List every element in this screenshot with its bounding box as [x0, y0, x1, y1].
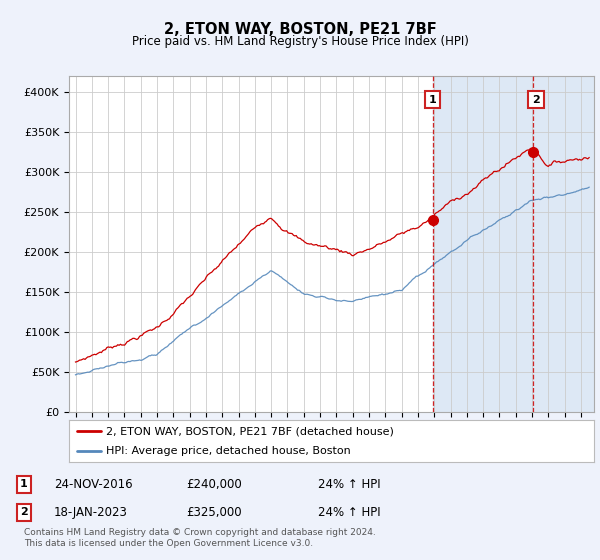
Text: 18-JAN-2023: 18-JAN-2023: [54, 506, 128, 519]
Bar: [533, 76, 597, 412]
Text: £240,000: £240,000: [186, 478, 242, 491]
Text: 24-NOV-2016: 24-NOV-2016: [54, 478, 133, 491]
Text: Contains HM Land Registry data © Crown copyright and database right 2024.
This d: Contains HM Land Registry data © Crown c…: [24, 528, 376, 548]
Text: 2, ETON WAY, BOSTON, PE21 7BF: 2, ETON WAY, BOSTON, PE21 7BF: [164, 22, 436, 38]
Bar: [433, 76, 533, 412]
Text: 1: 1: [20, 479, 28, 489]
Text: 24% ↑ HPI: 24% ↑ HPI: [318, 478, 380, 491]
Text: 2: 2: [532, 95, 540, 105]
Text: Price paid vs. HM Land Registry's House Price Index (HPI): Price paid vs. HM Land Registry's House …: [131, 35, 469, 48]
Text: 2: 2: [20, 507, 28, 517]
Text: 24% ↑ HPI: 24% ↑ HPI: [318, 506, 380, 519]
Text: 1: 1: [429, 95, 436, 105]
Text: 2, ETON WAY, BOSTON, PE21 7BF (detached house): 2, ETON WAY, BOSTON, PE21 7BF (detached …: [106, 426, 394, 436]
Text: £325,000: £325,000: [186, 506, 242, 519]
Text: HPI: Average price, detached house, Boston: HPI: Average price, detached house, Bost…: [106, 446, 350, 456]
